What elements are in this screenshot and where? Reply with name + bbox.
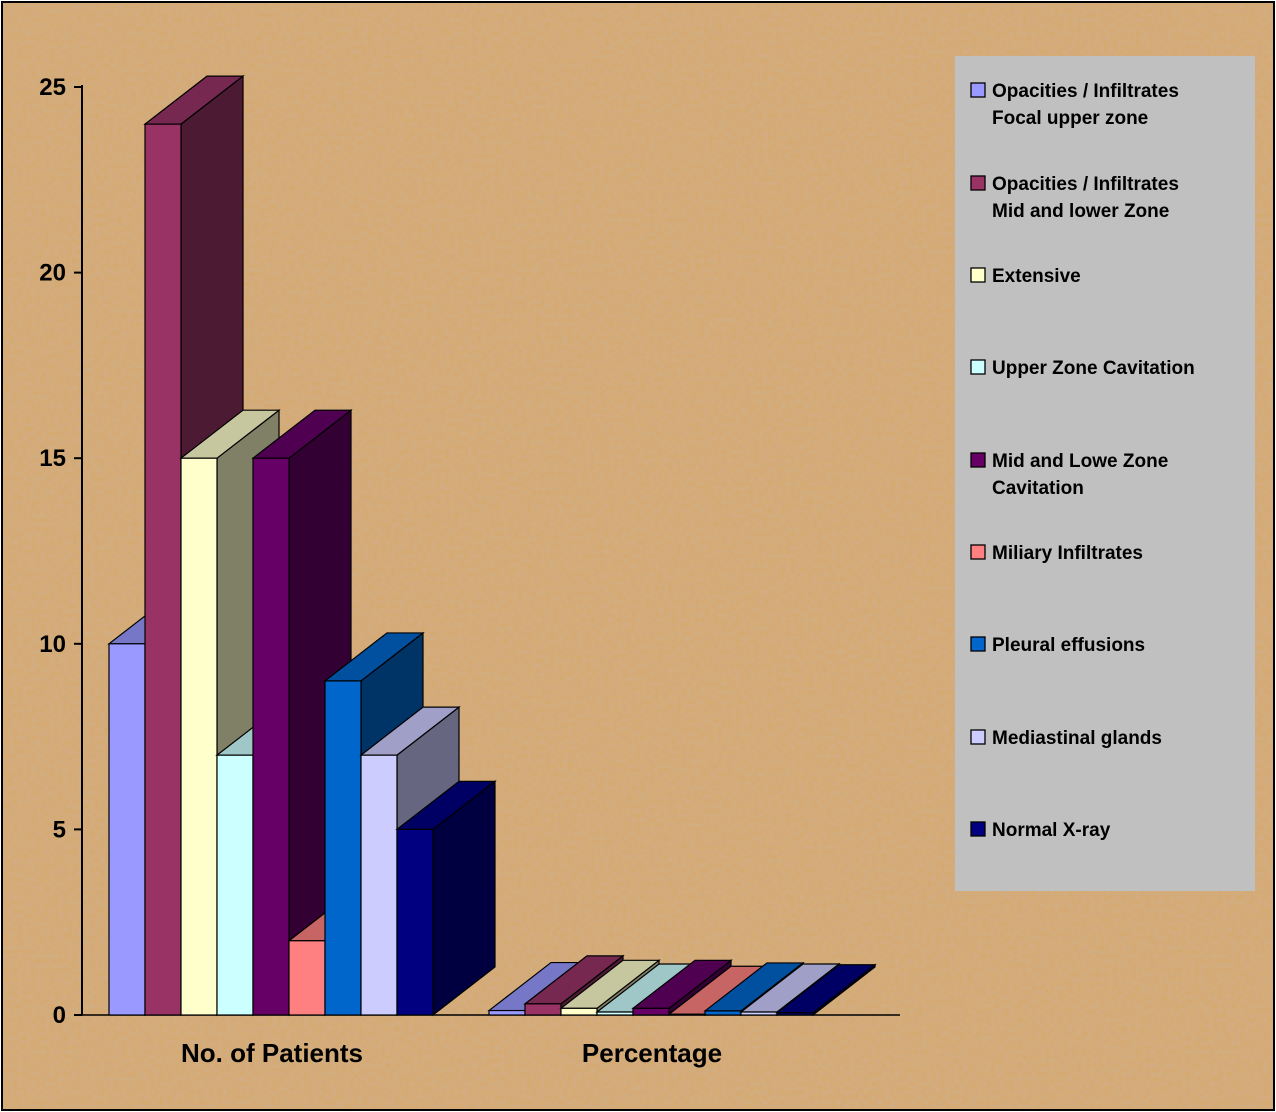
legend-item: Opacities / Infiltrates Focal upper zone <box>970 81 1179 129</box>
legend-swatch <box>970 82 986 98</box>
category-labels: No. of Patients Percentage <box>181 1038 722 1068</box>
legend-swatch <box>970 175 986 191</box>
bar-front <box>216 754 254 1016</box>
bar-front <box>704 1010 742 1016</box>
legend-item: Upper Zone Cavitation <box>970 358 1195 379</box>
bar-front <box>524 1003 562 1016</box>
y-tick-label: 0 <box>53 1002 66 1029</box>
bar-front <box>180 457 218 1016</box>
legend-item: Mediastinal glands <box>970 728 1162 749</box>
y-tick-label: 15 <box>39 445 66 472</box>
legend-label: Normal X-ray <box>992 820 1111 841</box>
bar-front <box>288 940 326 1016</box>
bar-front <box>360 754 398 1016</box>
bar-front <box>108 643 146 1016</box>
legend-item: Pleural effusions <box>970 635 1145 656</box>
legend-label: Upper Zone Cavitation <box>992 358 1195 379</box>
legend-item: Opacities / Infiltrates Mid and lower Zon… <box>970 174 1179 222</box>
y-tick-label: 10 <box>39 631 66 658</box>
bar-front <box>144 123 182 1016</box>
bar-front <box>324 680 362 1016</box>
bar-front <box>252 457 290 1016</box>
legend-swatch <box>970 636 986 652</box>
legend-swatch <box>970 452 986 468</box>
bar-group <box>487 954 877 1017</box>
legend-swatch <box>970 821 986 837</box>
legend-label: Mediastinal glands <box>992 728 1162 749</box>
plot-area <box>107 74 877 1017</box>
legend-label: Miliary Infiltrates <box>992 543 1143 564</box>
legend-box <box>955 56 1255 891</box>
bar-front <box>668 1013 706 1016</box>
bar-front <box>776 1012 814 1016</box>
legend-label: Extensive <box>992 266 1081 287</box>
legend-label: Pleural effusions <box>992 635 1145 656</box>
x-category-label: No. of Patients <box>181 1038 363 1068</box>
y-tick-label: 5 <box>53 816 66 843</box>
bar-front <box>740 1011 778 1016</box>
bar-front <box>396 828 434 1016</box>
legend-item: Miliary Infiltrates <box>970 543 1143 564</box>
legend-item: Extensive <box>970 266 1081 287</box>
bar-front <box>560 1007 598 1016</box>
legend-label: Opacities / Infiltrates <box>992 174 1179 195</box>
legend-item: Normal X-ray <box>970 820 1111 841</box>
legend-label: Mid and lower Zone <box>992 201 1169 222</box>
bar-front <box>632 1007 670 1016</box>
y-tick-label: 25 <box>39 74 66 101</box>
bar <box>395 780 497 1017</box>
y-tick-label: 20 <box>39 260 66 287</box>
legend-swatch <box>970 359 986 375</box>
legend-swatch <box>970 544 986 560</box>
legend-item: Mid and Lowe Zone Cavitation <box>970 451 1168 499</box>
legend-label: Focal upper zone <box>992 108 1148 129</box>
bar-front <box>488 1009 526 1016</box>
bar <box>775 963 877 1017</box>
legend-swatch <box>970 729 986 745</box>
bar-front <box>596 1011 634 1016</box>
legend-label: Mid and Lowe Zone <box>992 451 1168 472</box>
bar-group <box>107 74 497 1017</box>
bar <box>631 959 733 1017</box>
legend-label: Cavitation <box>992 478 1084 499</box>
legend-swatch <box>970 267 986 283</box>
x-category-label: Percentage <box>582 1038 722 1068</box>
legend-label: Opacities / Infiltrates <box>992 81 1179 102</box>
